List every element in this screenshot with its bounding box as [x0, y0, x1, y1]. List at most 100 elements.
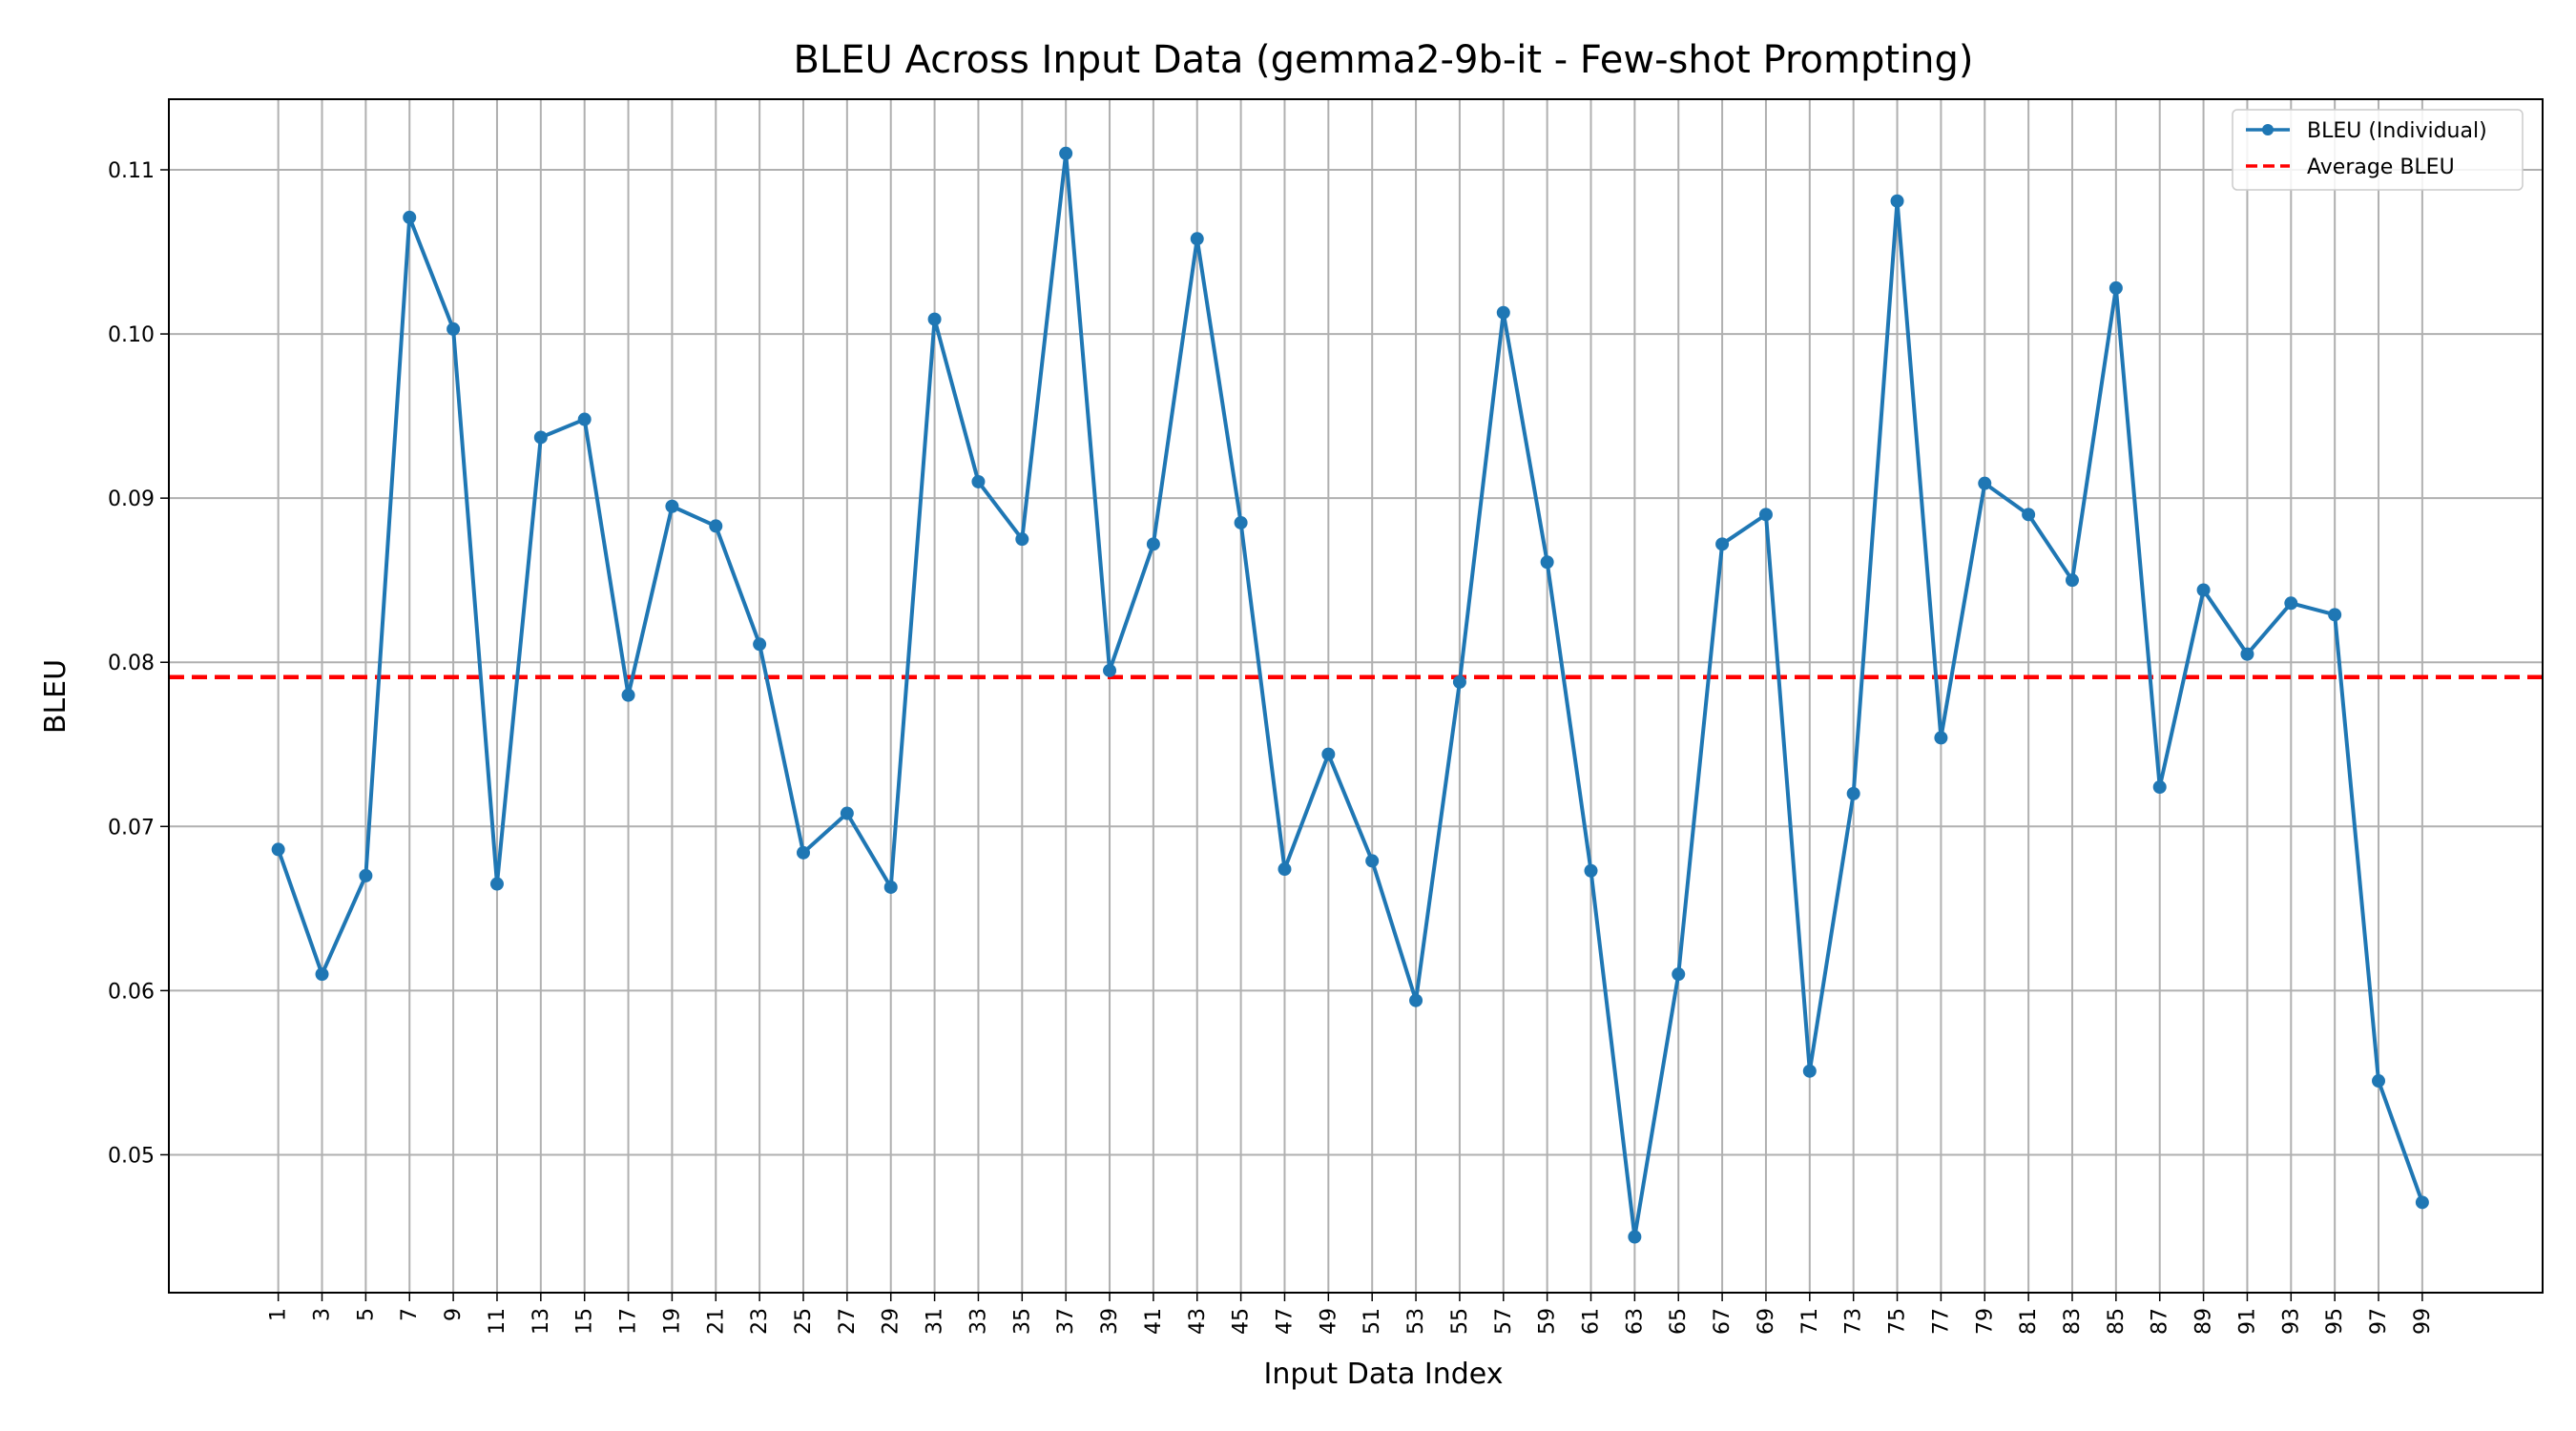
x-axis-ticks: 1 3 5 7 9 11 13 15 17 19 21 23 25 27 29 31 33 35 37 39 41 43 4… — [267, 1293, 2435, 1335]
data-point — [1409, 993, 1423, 1007]
chart-title: BLEU Across Input Data (gemma2-9b-it - F… — [793, 38, 1973, 82]
x-tick-label: 29 — [880, 1308, 904, 1335]
data-point — [971, 474, 986, 488]
data-point — [1934, 731, 1948, 745]
x-tick-label: 7 — [398, 1308, 422, 1321]
x-tick-label: 49 — [1317, 1308, 1340, 1335]
x-tick-label: 83 — [2061, 1308, 2085, 1335]
data-point — [2415, 1195, 2429, 1210]
data-point — [2372, 1074, 2386, 1089]
x-tick-label: 47 — [1273, 1308, 1297, 1335]
data-point — [1540, 555, 1554, 570]
x-tick-label: 21 — [704, 1308, 728, 1335]
data-point — [2240, 647, 2254, 661]
x-tick-label: 43 — [1186, 1308, 1210, 1335]
x-tick-label: 91 — [2235, 1308, 2259, 1335]
x-tick-label: 57 — [1492, 1308, 1516, 1335]
data-point — [447, 321, 461, 336]
x-tick-label: 71 — [1798, 1308, 1822, 1335]
grid — [169, 99, 2543, 1293]
data-point — [796, 845, 810, 860]
x-tick-label: 5 — [354, 1308, 378, 1321]
x-tick-label: 59 — [1536, 1308, 1560, 1335]
x-tick-label: 39 — [1098, 1308, 1122, 1335]
data-point — [1496, 305, 1510, 320]
data-point — [271, 842, 285, 857]
x-tick-label: 51 — [1361, 1308, 1384, 1335]
y-tick-label: 0.07 — [108, 816, 155, 840]
x-tick-label: 23 — [748, 1308, 772, 1335]
legend: BLEU (Individual) Average BLEU — [2232, 109, 2524, 191]
y-tick-label: 0.10 — [108, 323, 155, 347]
data-point — [489, 877, 504, 891]
data-point — [1103, 663, 1117, 677]
data-point — [577, 412, 592, 426]
data-point — [1802, 1064, 1817, 1078]
data-point — [753, 637, 767, 652]
data-point — [2196, 583, 2211, 597]
bleu-individual-line — [276, 151, 2424, 1239]
data-point — [2065, 573, 2079, 588]
y-tick-label: 0.05 — [108, 1144, 155, 1168]
data-point — [883, 880, 898, 894]
x-tick-label: 9 — [442, 1308, 466, 1321]
x-tick-label: 79 — [1973, 1308, 1997, 1335]
x-tick-label: 81 — [2017, 1308, 2041, 1335]
data-point — [1278, 862, 1292, 877]
data-point — [927, 312, 942, 326]
data-point — [403, 210, 417, 224]
data-point — [315, 967, 329, 982]
x-tick-label: 67 — [1711, 1308, 1735, 1335]
data-point — [665, 499, 679, 513]
x-tick-label: 73 — [1842, 1308, 1866, 1335]
x-tick-label: 61 — [1580, 1308, 1604, 1335]
x-axis-label: Input Data Index — [1264, 1358, 1504, 1391]
data-point — [621, 688, 635, 702]
x-tick-label: 45 — [1230, 1308, 1254, 1335]
data-point — [709, 519, 723, 533]
x-tick-label: 31 — [924, 1308, 947, 1335]
x-tick-label: 63 — [1623, 1308, 1647, 1335]
x-tick-label: 89 — [2192, 1308, 2216, 1335]
x-tick-label: 93 — [2279, 1308, 2303, 1335]
x-tick-label: 27 — [836, 1308, 860, 1335]
x-tick-label: 75 — [1886, 1308, 1910, 1335]
data-point — [1059, 146, 1073, 160]
data-point — [1321, 747, 1336, 761]
data-point — [2152, 780, 2167, 795]
x-tick-label: 69 — [1755, 1308, 1778, 1335]
data-point — [1758, 508, 1773, 522]
series-layer — [271, 146, 2429, 1244]
plot-frame — [168, 98, 2544, 1294]
data-point — [1365, 854, 1380, 868]
legend-label-average: Average BLEU — [2307, 156, 2455, 179]
x-tick-label: 41 — [1142, 1308, 1166, 1335]
x-tick-label: 99 — [2411, 1308, 2435, 1335]
x-tick-label: 97 — [2367, 1308, 2391, 1335]
x-tick-label: 1 — [267, 1308, 291, 1321]
y-axis-label: BLEU — [39, 659, 73, 734]
x-tick-label: 55 — [1448, 1308, 1472, 1335]
data-point — [840, 806, 854, 820]
data-point — [1978, 476, 1992, 490]
data-point — [1715, 537, 1730, 551]
y-tick-label: 0.08 — [108, 652, 155, 675]
x-tick-label: 19 — [660, 1308, 684, 1335]
x-tick-label: 87 — [2149, 1308, 2172, 1335]
y-axis-ticks: 0.05 0.06 0.07 0.08 0.09 0.10 0.11 — [108, 159, 169, 1168]
x-tick-label: 33 — [966, 1308, 990, 1335]
data-point — [1846, 786, 1860, 800]
legend-box — [2232, 109, 2524, 191]
x-tick-label: 85 — [2105, 1308, 2129, 1335]
x-tick-label: 3 — [311, 1308, 335, 1321]
y-tick-label: 0.06 — [108, 980, 155, 1004]
y-tick-label: 0.09 — [108, 487, 155, 511]
data-point — [1584, 863, 1598, 878]
x-tick-label: 35 — [1010, 1308, 1034, 1335]
x-tick-label: 95 — [2323, 1308, 2347, 1335]
x-tick-label: 53 — [1404, 1308, 1428, 1335]
legend-marker-individual — [2262, 124, 2274, 135]
x-tick-label: 13 — [530, 1308, 553, 1335]
